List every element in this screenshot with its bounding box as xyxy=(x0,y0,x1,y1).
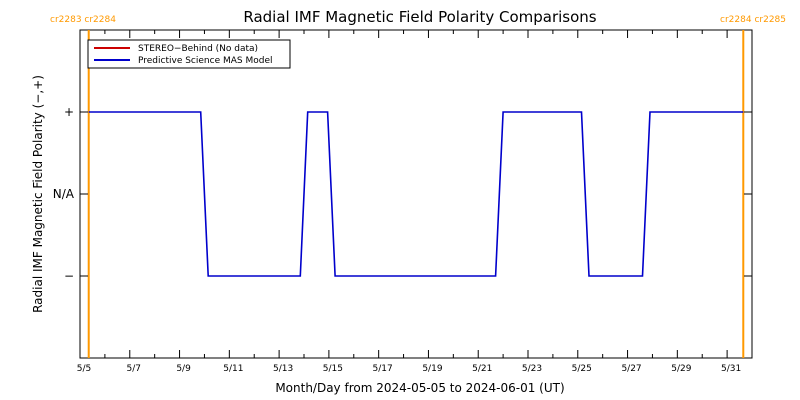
x-tick-label-1: 5/7 xyxy=(127,364,141,374)
legend-box xyxy=(87,39,291,69)
legend: STEREO−Behind (No data) Predictive Scien… xyxy=(87,39,291,69)
x-tick-label-7: 5/19 xyxy=(422,364,442,374)
series-lines xyxy=(88,111,744,277)
x-tick-label-10: 5/25 xyxy=(572,364,592,374)
x-tick-label-4: 5/13 xyxy=(273,364,293,374)
x-tick-label-0: 5/5 xyxy=(77,364,91,374)
chart-title: Radial IMF Magnetic Field Polarity Compa… xyxy=(243,8,596,26)
x-tick-label-2: 5/9 xyxy=(176,364,191,374)
x-tick-label-11: 5/27 xyxy=(621,364,641,374)
legend-label-mas: Predictive Science MAS Model xyxy=(138,56,273,66)
x-axis-ticks: 5/5 5/7 5/9 5/11 5/13 5/15 5/17 5/19 5/21 5/23 5/2… xyxy=(77,30,753,374)
carrington-label-left: cr2283 cr2284 xyxy=(50,15,116,25)
x-tick-label-3: 5/11 xyxy=(223,364,243,374)
x-axis-label: Month/Day from 2024-05-05 to 2024-06-01 … xyxy=(275,381,564,395)
x-tick-label-5: 5/15 xyxy=(323,364,343,374)
x-tick-label-9: 5/23 xyxy=(522,364,542,374)
x-tick-label-8: 5/21 xyxy=(472,364,492,374)
y-tick-label-2: − xyxy=(64,269,74,283)
series-line-0 xyxy=(88,111,744,277)
y-tick-label-1: N/A xyxy=(53,187,75,201)
legend-label-stereo: STEREO−Behind (No data) xyxy=(138,44,258,54)
y-axis-label: Radial IMF Magnetic Field Polarity (−,+) xyxy=(31,75,45,313)
plot-frame xyxy=(79,29,753,359)
x-tick-label-13: 5/31 xyxy=(721,364,741,374)
carrington-label-right: cr2284 cr2285 xyxy=(720,15,786,25)
x-tick-label-12: 5/29 xyxy=(671,364,691,374)
carrington-lines xyxy=(87,30,745,358)
y-axis-ticks: + N/A − xyxy=(53,105,752,283)
y-tick-label-0: + xyxy=(64,105,74,119)
x-tick-label-6: 5/17 xyxy=(373,364,393,374)
